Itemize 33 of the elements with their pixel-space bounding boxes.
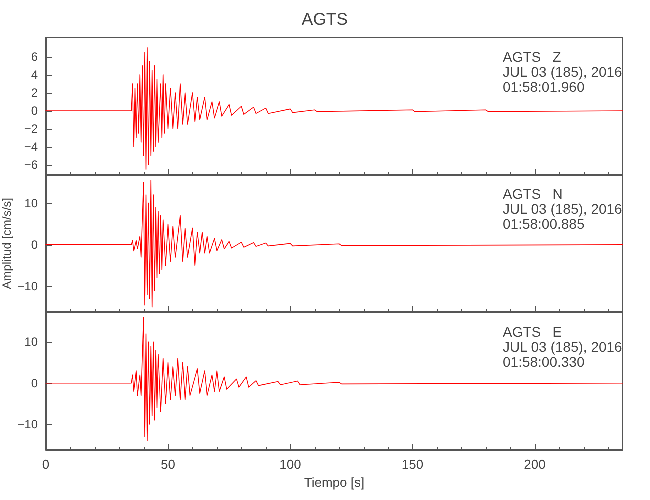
y-tick-label: 4: [31, 68, 38, 82]
x-tick-label: 100: [280, 456, 302, 472]
annotation: JUL 03 (185), 2016: [503, 201, 623, 218]
x-tick-label: 0: [42, 456, 50, 472]
annotation: 01:58:01.960: [503, 79, 585, 95]
line-series: [46, 316, 624, 442]
y-tick-label: 0: [31, 104, 38, 118]
y-tick-label: 10: [24, 196, 38, 211]
annotation: AGTS Z: [503, 49, 562, 65]
y-tick-label: 0: [31, 238, 38, 252]
annotation: AGTS E: [503, 324, 562, 340]
y-axis-title: Amplitud [cm/s/s]: [0, 198, 14, 290]
y-tick-label: 6: [31, 50, 38, 64]
line-series: [46, 180, 624, 308]
line-series: [46, 48, 624, 170]
chart-title: AGTS: [302, 10, 348, 29]
y-tick-label: −6: [24, 158, 38, 172]
annotation: 01:58:00.885: [503, 216, 585, 232]
y-tick-label: −2: [24, 122, 38, 136]
y-tick-label: −4: [24, 140, 38, 154]
x-tick-label: 50: [161, 456, 176, 472]
y-tick-label: 2: [31, 86, 38, 100]
y-tick-label: 0: [31, 376, 38, 390]
annotation: AGTS N: [503, 186, 563, 202]
y-tick-label: −10: [18, 280, 38, 294]
x-axis-title: Tiempo [s]: [304, 474, 365, 490]
annotation: JUL 03 (185), 2016: [503, 64, 623, 80]
annotation: JUL 03 (185), 2016: [503, 338, 623, 355]
y-tick-label: 10: [24, 334, 38, 349]
x-tick-label: 200: [524, 456, 546, 472]
annotation: 01:58:00.330: [503, 354, 585, 370]
y-tick-label: −10: [18, 417, 38, 432]
x-tick-label: 150: [402, 456, 424, 472]
